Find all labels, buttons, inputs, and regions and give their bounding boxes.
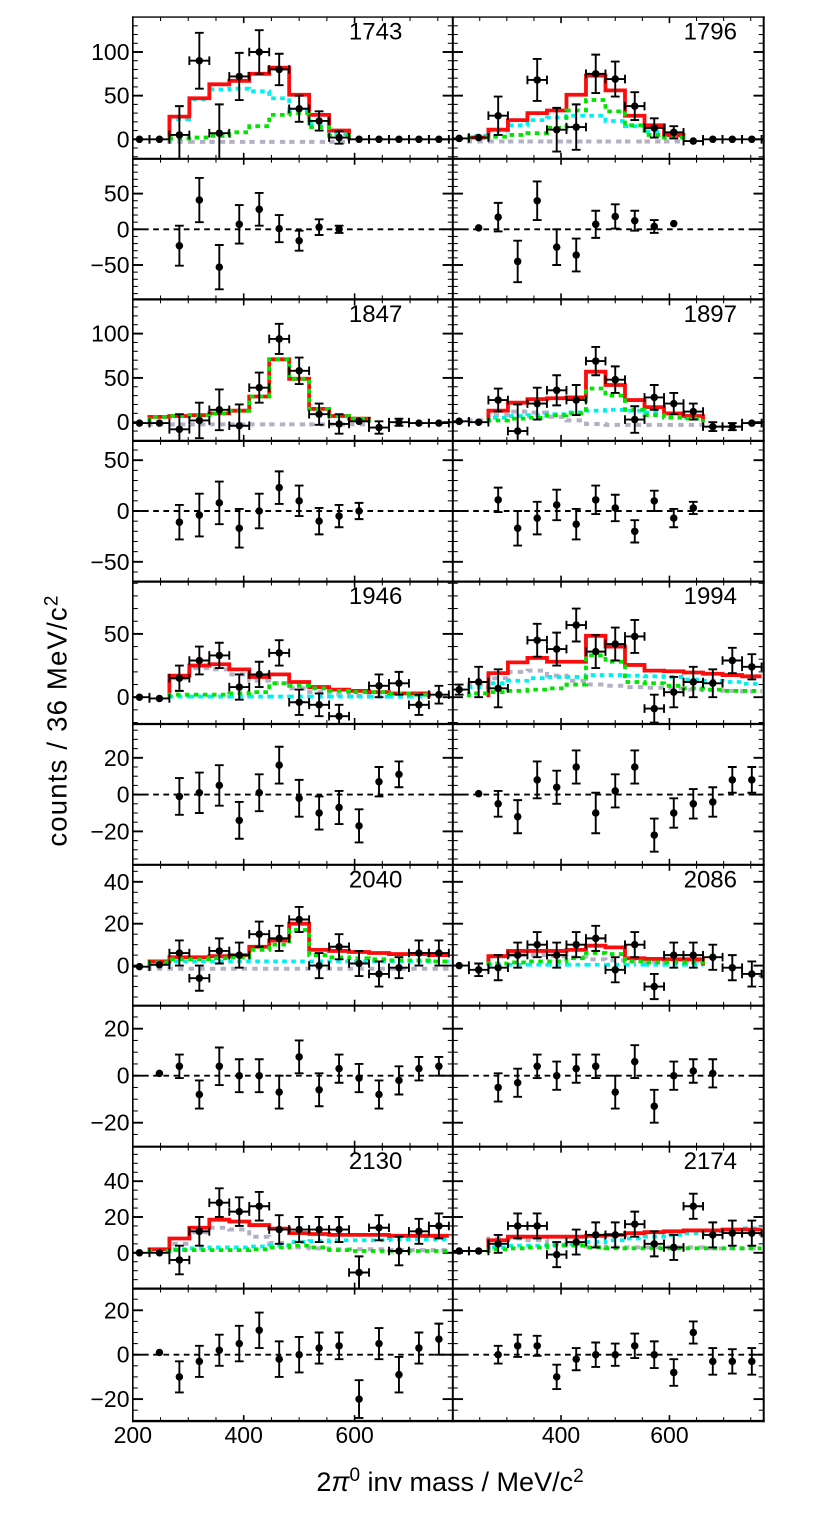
svg-text:0: 0 [117, 409, 130, 435]
svg-text:400: 400 [542, 1422, 580, 1448]
svg-text:1796: 1796 [684, 19, 737, 46]
svg-text:1946: 1946 [349, 583, 402, 610]
svg-text:0: 0 [117, 126, 130, 152]
svg-text:2086: 2086 [684, 866, 737, 893]
svg-text:600: 600 [650, 1422, 688, 1448]
svg-text:50: 50 [104, 447, 130, 473]
svg-text:100: 100 [91, 321, 129, 347]
svg-text:1847: 1847 [349, 301, 402, 328]
svg-text:50: 50 [104, 621, 130, 647]
svg-text:20: 20 [104, 1297, 130, 1323]
svg-text:1897: 1897 [684, 301, 737, 328]
svg-text:1994: 1994 [684, 583, 737, 610]
svg-text:0: 0 [117, 1240, 130, 1266]
svg-text:−20: −20 [90, 1110, 129, 1136]
svg-text:0: 0 [117, 782, 130, 808]
svg-text:20: 20 [104, 745, 130, 771]
svg-text:0: 0 [117, 953, 130, 979]
svg-text:400: 400 [225, 1422, 263, 1448]
svg-text:100: 100 [91, 39, 129, 65]
svg-text:−50: −50 [90, 549, 129, 575]
svg-text:50: 50 [104, 365, 130, 391]
svg-text:20: 20 [104, 1016, 130, 1042]
svg-text:−50: −50 [90, 252, 129, 278]
svg-text:20: 20 [104, 1204, 130, 1230]
svg-text:2174: 2174 [684, 1148, 737, 1175]
svg-text:0: 0 [117, 498, 130, 524]
svg-text:2040: 2040 [349, 866, 402, 893]
svg-text:0: 0 [117, 1063, 130, 1089]
svg-text:200: 200 [114, 1422, 152, 1448]
svg-text:0: 0 [117, 1342, 130, 1368]
svg-text:40: 40 [104, 1168, 130, 1194]
svg-text:−20: −20 [90, 1386, 129, 1412]
svg-text:50: 50 [104, 83, 130, 109]
svg-text:2π0 inv mass / MeV/c2: 2π0 inv mass / MeV/c2 [316, 1465, 583, 1497]
svg-text:2130: 2130 [349, 1148, 402, 1175]
svg-text:600: 600 [335, 1422, 373, 1448]
svg-text:−20: −20 [90, 818, 129, 844]
svg-text:0: 0 [117, 684, 130, 710]
svg-text:0: 0 [117, 216, 130, 242]
svg-text:40: 40 [104, 869, 130, 895]
svg-text:50: 50 [104, 181, 130, 207]
svg-text:20: 20 [104, 911, 130, 937]
svg-text:counts / 36 MeV/c2: counts / 36 MeV/c2 [41, 594, 72, 846]
svg-text:1743: 1743 [349, 19, 402, 46]
